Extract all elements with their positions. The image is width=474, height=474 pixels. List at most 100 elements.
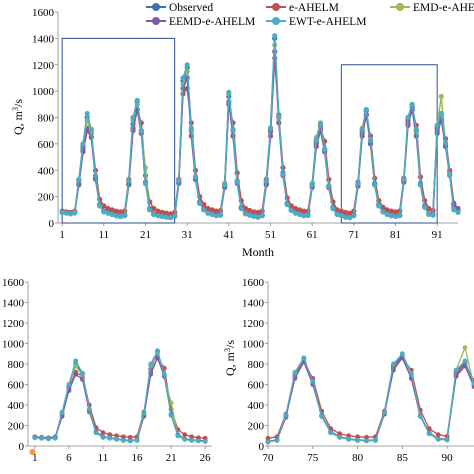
series-point-e-ahelm (182, 432, 188, 438)
series-point-ewt-e-ahelm (326, 183, 332, 189)
series-point-e-ahelm (347, 210, 353, 216)
y-tick-label: 600 (38, 139, 55, 151)
series-point-ewt-e-ahelm (380, 209, 386, 215)
y-tick-label: 1000 (242, 339, 265, 351)
series-point-e-ahelm (251, 209, 257, 215)
series-point-ewt-e-ahelm (147, 207, 153, 213)
y-tick-label: 0 (19, 441, 25, 453)
series-point-e-ahelm (159, 209, 165, 215)
series-point-ewt-e-ahelm (180, 75, 186, 81)
series-point-ewt-e-ahelm (242, 211, 249, 217)
x-tick-label: 1 (59, 229, 65, 241)
series-point-ewt-e-ahelm (161, 371, 167, 377)
series-point-ewt-e-ahelm (63, 210, 69, 216)
y-tick-label: 800 (248, 359, 265, 371)
series-point-ewt-e-ahelm (163, 214, 169, 220)
series-point-ewt-e-ahelm (184, 62, 190, 68)
series-point-e-ahelm (426, 205, 432, 212)
series-point-ewt-e-ahelm (444, 437, 450, 443)
series-point-ewt-e-ahelm (107, 435, 113, 441)
series-point-ewt-e-ahelm (301, 213, 307, 219)
series-point-ewt-e-ahelm (267, 125, 274, 131)
y-tick-label: 400 (38, 165, 55, 177)
series-point-ewt-e-ahelm (259, 213, 265, 219)
series-line-observed (34, 351, 206, 442)
series-line-e-ahelm (34, 357, 206, 439)
series-point-e-ahelm (105, 205, 111, 212)
series-point-e-ahelm (109, 207, 115, 213)
series-point-ewt-e-ahelm (397, 213, 403, 219)
series-point-e-ahelm (384, 207, 390, 213)
y-tick-label: 0 (49, 218, 55, 230)
series-line-ewt-e-ahelm (62, 34, 459, 219)
series-point-ewt-e-ahelm (355, 438, 360, 443)
series-point-ewt-e-ahelm (126, 178, 132, 184)
series-point-e-ahelm (163, 210, 169, 216)
series-point-ewt-e-ahelm (168, 412, 174, 418)
x-tick-label: 75 (307, 452, 319, 464)
series-point-ewt-e-ahelm (355, 180, 361, 186)
series-point-ewt-e-ahelm (305, 212, 311, 218)
series-point-ewt-e-ahelm (426, 211, 432, 217)
series-point-ewt-e-ahelm (453, 367, 459, 373)
series-line-eemd-e-ahelm (62, 50, 459, 219)
series-point-ewt-e-ahelm (176, 178, 182, 184)
series-line-eemd-e-ahelm (267, 357, 474, 443)
series-point-ewt-e-ahelm (359, 126, 365, 132)
series-point-ewt-e-ahelm (101, 209, 107, 215)
series-point-ewt-e-ahelm (391, 361, 396, 367)
series-point-ewt-e-ahelm (109, 211, 115, 217)
series-point-ewt-e-ahelm (226, 89, 232, 95)
series-point-ewt-e-ahelm (263, 178, 269, 184)
series-point-ewt-e-ahelm (309, 182, 315, 188)
series-point-ewt-e-ahelm (408, 370, 414, 376)
series-point-ewt-e-ahelm (80, 370, 85, 376)
start-point-marker (29, 449, 36, 455)
series-point-ewt-e-ahelm (188, 125, 194, 131)
zoom-box (61, 37, 176, 224)
series-point-ewt-e-ahelm (422, 204, 428, 210)
x-tick-label: 11 (98, 452, 109, 464)
y-tick-label: 1000 (32, 86, 55, 98)
series-point-ewt-e-ahelm (283, 412, 289, 418)
series-point-e-ahelm (392, 209, 399, 215)
legend-swatch-marker (152, 17, 160, 25)
series-point-e-ahelm (265, 435, 271, 441)
series-point-ewt-e-ahelm (76, 176, 82, 183)
legend-label: Observed (169, 2, 213, 14)
series-point-ewt-e-ahelm (175, 433, 181, 439)
series-point-ewt-e-ahelm (202, 439, 208, 444)
series-line-ewt-e-ahelm (267, 353, 474, 443)
series-point-e-ahelm (201, 201, 207, 208)
series-point-ewt-e-ahelm (80, 141, 86, 147)
series-point-ewt-e-ahelm (373, 438, 378, 443)
series-point-ewt-e-ahelm (376, 203, 382, 209)
y-tick-label: 1600 (2, 277, 25, 289)
x-tick-label: 41 (223, 229, 234, 241)
series-point-ewt-e-ahelm (417, 182, 424, 188)
y-tick-label: 200 (8, 421, 25, 433)
series-point-ewt-e-ahelm (272, 33, 278, 39)
series-point-e-ahelm (100, 430, 106, 436)
y-tick-label: 1000 (2, 339, 25, 351)
y-tick-label: 1400 (242, 298, 265, 310)
series-point-e-ahelm (213, 208, 219, 214)
series-point-ewt-e-ahelm (367, 137, 374, 143)
series-point-ewt-e-ahelm (401, 176, 407, 183)
legend-swatch-marker (152, 3, 160, 11)
series-point-ewt-e-ahelm (113, 213, 119, 219)
series-point-ewt-e-ahelm (121, 438, 126, 443)
series-point-ewt-e-ahelm (451, 207, 457, 213)
series-point-ewt-e-ahelm (67, 211, 74, 217)
series-point-ewt-e-ahelm (337, 434, 343, 440)
series-point-ewt-e-ahelm (328, 430, 334, 436)
series-point-ewt-e-ahelm (462, 358, 468, 364)
x-tick-label: 26 (200, 452, 212, 464)
series-point-ewt-e-ahelm (59, 209, 65, 215)
series-point-e-ahelm (388, 208, 394, 214)
series-point-ewt-e-ahelm (276, 113, 282, 119)
series-point-e-ahelm (151, 205, 157, 212)
series-point-ewt-e-ahelm (426, 431, 432, 437)
legend-swatch-marker (396, 3, 404, 11)
